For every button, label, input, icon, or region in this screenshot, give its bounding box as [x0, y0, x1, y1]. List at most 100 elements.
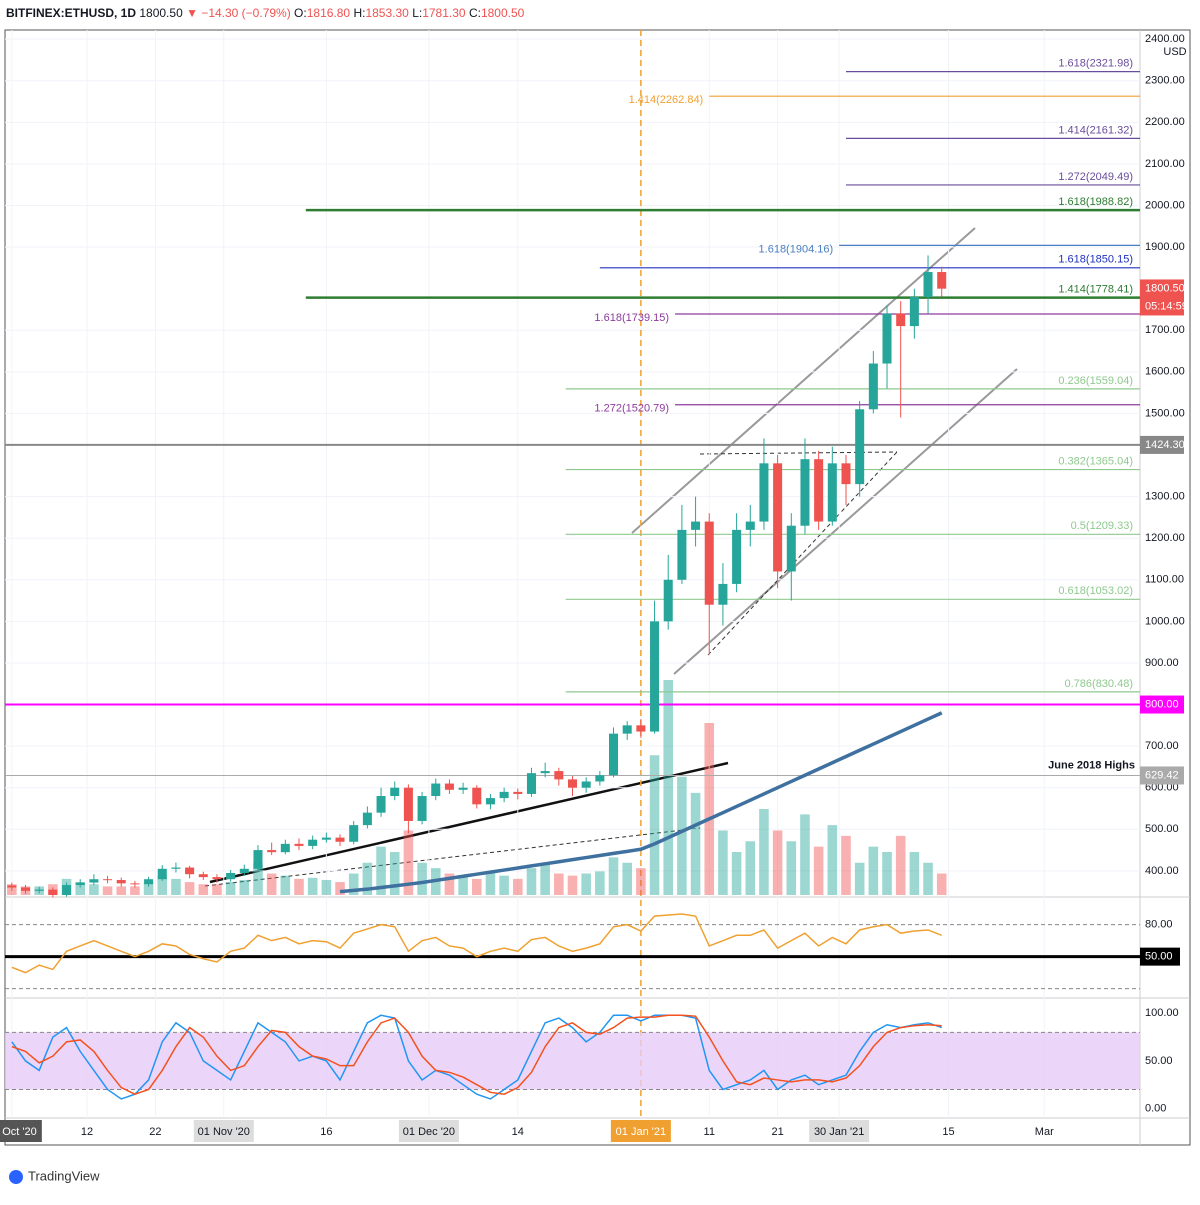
candle-body	[362, 812, 372, 826]
annotation: June 2018 Highs	[1048, 759, 1135, 771]
axis-unit: USD	[1163, 46, 1186, 58]
fib-label: 1.414(2161.32)	[1058, 124, 1133, 136]
candle-body	[212, 877, 222, 880]
moving-average	[339, 711, 943, 894]
trend-line	[204, 827, 701, 887]
c-label: C:	[468, 6, 481, 20]
candle-body	[349, 825, 359, 842]
o: 1816.80	[306, 6, 351, 20]
trend-line	[209, 761, 729, 884]
last: 1800.50	[139, 6, 183, 20]
fib-label: 1.272(1520.79)	[594, 403, 669, 415]
candle-body	[20, 887, 31, 891]
x-tick-label: 01 Dec '20	[403, 1126, 455, 1138]
candle-body	[89, 879, 99, 883]
x-tick-box	[0, 1120, 42, 1142]
volume-bar	[499, 875, 509, 895]
volume-bar	[936, 873, 947, 895]
x-tick-box	[610, 1120, 671, 1142]
x-tick-label: 11	[704, 1126, 715, 1138]
triangle-line	[707, 451, 898, 656]
fib-label: 1.414(1778.41)	[1058, 284, 1133, 296]
candle-body	[239, 868, 249, 873]
candle-body	[7, 885, 17, 888]
volume-bar	[882, 852, 892, 895]
candle-body	[485, 798, 495, 805]
logo	[9, 1170, 23, 1184]
x-tick-label: 01 Jan '21	[616, 1126, 666, 1138]
candle-body	[48, 889, 58, 895]
candle-body	[732, 529, 742, 584]
candle-body	[718, 583, 728, 605]
candle-body	[444, 783, 454, 790]
volume-bar	[485, 871, 496, 895]
indicator-line	[11, 1014, 942, 1096]
triangle-line	[699, 451, 898, 455]
volume-bar	[731, 852, 742, 895]
axis-label: 629.42	[1145, 769, 1179, 781]
candle-body	[526, 773, 536, 794]
fib-label: 1.414(2262.84)	[629, 94, 704, 106]
candle-body	[62, 885, 72, 895]
volume-bar	[704, 723, 715, 895]
candle-body	[390, 787, 400, 797]
volume-bar	[75, 882, 85, 895]
candle-body	[691, 521, 701, 530]
fib-label: 0.236(1559.04)	[1058, 375, 1133, 387]
channel-line	[673, 368, 1018, 675]
candle-body	[431, 783, 441, 797]
volume-bar	[745, 841, 756, 895]
volume-bar	[389, 852, 400, 895]
volume-bar	[526, 868, 537, 895]
volume-bar	[348, 873, 359, 895]
candle-body	[116, 880, 126, 884]
candle-body	[103, 879, 113, 881]
candle-body	[759, 463, 769, 522]
candle-body	[609, 733, 619, 776]
axis-label: 800.00	[1145, 698, 1179, 710]
y-tick-label: 2300.00	[1145, 75, 1185, 87]
volume-bar	[417, 862, 427, 895]
volume-bar	[89, 884, 99, 895]
c: 1800.50	[480, 6, 525, 20]
candle-body	[321, 837, 331, 840]
candle-body	[745, 521, 755, 530]
x-tick-label: 21	[771, 1126, 783, 1138]
candle-body	[253, 850, 263, 869]
y-tick-label: 50.00	[1145, 1055, 1173, 1067]
brand: TradingView	[9, 1168, 100, 1184]
y-tick-label: 400.00	[1145, 865, 1179, 877]
volume-bar	[143, 882, 154, 895]
candle-body	[855, 409, 865, 485]
volume-bar	[690, 792, 701, 895]
candle-body	[595, 775, 605, 782]
candle-body	[403, 787, 413, 821]
fib-label: 0.5(1209.33)	[1071, 520, 1133, 532]
volume-bar	[923, 862, 933, 895]
o-label: O:	[294, 6, 307, 20]
volume-bar	[772, 830, 783, 895]
fib-label: 1.618(1739.15)	[594, 312, 669, 324]
volume-bar	[595, 871, 605, 895]
candle-body	[458, 787, 468, 790]
axis-label-box	[1140, 435, 1184, 454]
y-tick-label: 700.00	[1145, 740, 1179, 752]
volume-bar	[116, 886, 127, 895]
volume-bar	[212, 884, 222, 895]
candle-body	[499, 791, 509, 799]
candle-body	[144, 879, 154, 885]
volume-bar	[253, 862, 263, 895]
volume-bar	[636, 868, 646, 895]
y-tick-label: 1100.00	[1145, 574, 1184, 586]
y-tick-label: 600.00	[1145, 782, 1179, 794]
volume-bar	[868, 846, 879, 895]
fib-label: 1.618(1850.15)	[1058, 254, 1133, 266]
y-tick-label: 2400.00	[1145, 33, 1185, 45]
y-tick-label: 80.00	[1145, 919, 1173, 931]
candle-body	[868, 363, 878, 410]
volume-bar	[403, 830, 414, 895]
y-tick-label: 1500.00	[1145, 407, 1185, 419]
volume-bar	[540, 862, 550, 895]
last-price-box	[1140, 279, 1184, 316]
fib-label: 0.618(1053.02)	[1058, 585, 1133, 597]
